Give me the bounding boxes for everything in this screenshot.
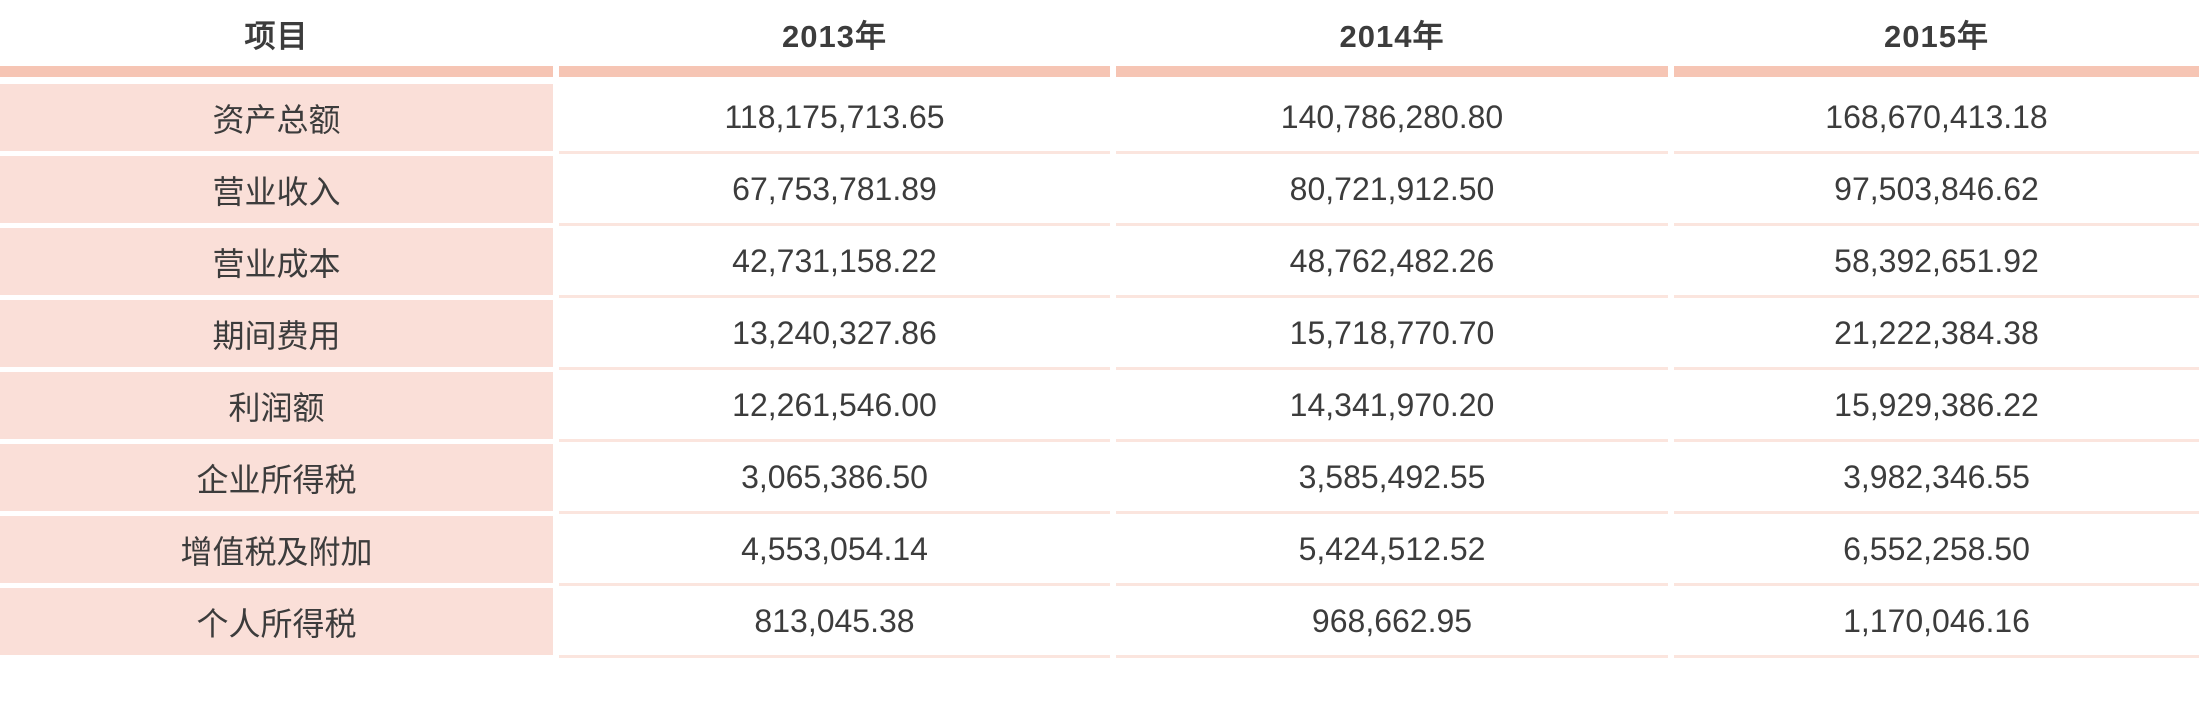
- table-row: 增值税及附加 4,553,054.14 5,424,512.52 6,552,258.…: [0, 516, 2200, 588]
- row-value-cell: 140,786,280.80: [1116, 84, 1668, 154]
- row-label-cell: 利润额: [0, 372, 553, 439]
- row-value-cell: 5,424,512.52: [1116, 516, 1668, 586]
- row-value-cell: 813,045.38: [559, 588, 1110, 658]
- row-value-cell: 80,721,912.50: [1116, 156, 1668, 226]
- row-value-cell: 15,929,386.22: [1674, 372, 2199, 442]
- row-value-cell: 58,392,651.92: [1674, 228, 2199, 298]
- row-value-cell: 67,753,781.89: [559, 156, 1110, 226]
- table-header-row: 项目 2013年 2014年 2015年: [0, 0, 2200, 66]
- row-value-cell: 14,341,970.20: [1116, 372, 1668, 442]
- row-label-cell: 企业所得税: [0, 444, 553, 511]
- row-value-cell: 1,170,046.16: [1674, 588, 2199, 658]
- column-header-2013: 2013年: [559, 0, 1110, 66]
- header-body-gap: [0, 77, 2200, 84]
- column-header-2014: 2014年: [1116, 0, 1668, 66]
- column-header-2015: 2015年: [1674, 0, 2199, 66]
- table-row: 企业所得税 3,065,386.50 3,585,492.55 3,982,346.5…: [0, 444, 2200, 516]
- row-value-cell: 97,503,846.62: [1674, 156, 2199, 226]
- row-value-cell: 118,175,713.65: [559, 84, 1110, 154]
- row-value-cell: 168,670,413.18: [1674, 84, 2199, 154]
- column-header-item: 项目: [0, 0, 553, 66]
- row-value-cell: 4,553,054.14: [559, 516, 1110, 586]
- row-label-cell: 资产总额: [0, 84, 553, 151]
- row-label-cell: 营业成本: [0, 228, 553, 295]
- row-value-cell: 15,718,770.70: [1116, 300, 1668, 370]
- table-row: 利润额 12,261,546.00 14,341,970.20 15,929,386.…: [0, 372, 2200, 444]
- table-row: 营业成本 42,731,158.22 48,762,482.26 58,392,651…: [0, 228, 2200, 300]
- row-label-cell: 营业收入: [0, 156, 553, 223]
- table-row: 营业收入 67,753,781.89 80,721,912.50 97,503,846…: [0, 156, 2200, 228]
- row-label-cell: 个人所得税: [0, 588, 553, 655]
- header-underline-segment: [1116, 66, 1668, 77]
- header-underline-segment: [559, 66, 1110, 77]
- table-row: 期间费用 13,240,327.86 15,718,770.70 21,222,384…: [0, 300, 2200, 372]
- header-underline: [0, 66, 2200, 77]
- row-value-cell: 6,552,258.50: [1674, 516, 2199, 586]
- row-value-cell: 13,240,327.86: [559, 300, 1110, 370]
- financial-year-table: 项目 2013年 2014年 2015年 资产总额 118,175,713.65 1…: [0, 0, 2200, 660]
- table-body: 资产总额 118,175,713.65 140,786,280.80 168,670,…: [0, 84, 2200, 660]
- row-value-cell: 42,731,158.22: [559, 228, 1110, 298]
- row-value-cell: 3,982,346.55: [1674, 444, 2199, 514]
- row-value-cell: 968,662.95: [1116, 588, 1668, 658]
- header-underline-segment: [0, 66, 553, 77]
- row-value-cell: 12,261,546.00: [559, 372, 1110, 442]
- header-underline-segment: [1674, 66, 2199, 77]
- table-row: 资产总额 118,175,713.65 140,786,280.80 168,670,…: [0, 84, 2200, 156]
- table-row: 个人所得税 813,045.38 968,662.95 1,170,046.16: [0, 588, 2200, 660]
- row-value-cell: 3,065,386.50: [559, 444, 1110, 514]
- row-value-cell: 3,585,492.55: [1116, 444, 1668, 514]
- row-value-cell: 48,762,482.26: [1116, 228, 1668, 298]
- row-label-cell: 期间费用: [0, 300, 553, 367]
- row-label-cell: 增值税及附加: [0, 516, 553, 583]
- row-value-cell: 21,222,384.38: [1674, 300, 2199, 370]
